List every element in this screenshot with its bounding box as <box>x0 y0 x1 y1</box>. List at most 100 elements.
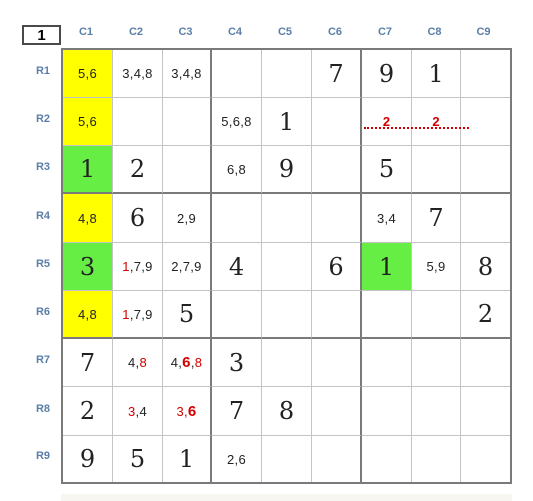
sudoku-cell-r8c8[interactable] <box>412 387 461 436</box>
sudoku-cell-r4c2[interactable]: 6 <box>113 194 163 243</box>
sudoku-cell-r6c2[interactable]: 1,7,9 <box>113 291 163 339</box>
col-header: C3 <box>178 26 193 38</box>
sudoku-cell-r9c2[interactable]: 5 <box>113 436 163 482</box>
given-digit: 7 <box>79 348 96 377</box>
sudoku-cell-r4c9[interactable] <box>461 194 510 243</box>
sudoku-cell-r4c3[interactable]: 2,9 <box>163 194 212 243</box>
sudoku-cell-r9c6[interactable] <box>312 436 362 482</box>
sudoku-cell-r5c6[interactable]: 6 <box>312 243 362 291</box>
sudoku-cell-r2c7[interactable]: 2 <box>362 98 412 146</box>
sudoku-cell-r2c1[interactable]: 5,6 <box>63 98 113 146</box>
sudoku-cell-r4c6[interactable] <box>312 194 362 243</box>
sudoku-cell-r6c9[interactable]: 2 <box>461 291 510 339</box>
puzzle-number-box: 1 <box>22 25 61 45</box>
sudoku-cell-r7c2[interactable]: 4,8 <box>113 339 163 387</box>
sudoku-cell-r3c9[interactable] <box>461 146 510 194</box>
sudoku-cell-r8c5[interactable]: 8 <box>262 387 312 436</box>
sudoku-cell-r1c6[interactable]: 7 <box>312 50 362 98</box>
sudoku-cell-r6c5[interactable] <box>262 291 312 339</box>
sudoku-cell-r2c4[interactable]: 5,6,8 <box>212 98 262 146</box>
sudoku-cell-r3c3[interactable] <box>163 146 212 194</box>
sudoku-cell-r6c4[interactable] <box>212 291 262 339</box>
sudoku-cell-r3c1[interactable]: 1 <box>63 146 113 194</box>
sudoku-cell-r2c3[interactable] <box>163 98 212 146</box>
sudoku-cell-r3c5[interactable]: 9 <box>262 146 312 194</box>
sudoku-cell-r9c4[interactable]: 2,6 <box>212 436 262 482</box>
row-header: R6 <box>35 306 51 318</box>
sudoku-cell-r8c9[interactable] <box>461 387 510 436</box>
sudoku-cell-r2c9[interactable] <box>461 98 510 146</box>
sudoku-cell-r4c1[interactable]: 4,8 <box>63 194 113 243</box>
sudoku-cell-r7c5[interactable] <box>262 339 312 387</box>
candidate-link-line <box>364 127 469 129</box>
sudoku-cell-r6c7[interactable] <box>362 291 412 339</box>
sudoku-cell-r3c8[interactable] <box>412 146 461 194</box>
col-header: C5 <box>277 26 293 38</box>
candidate-part: ,7,9 <box>129 306 153 322</box>
sudoku-cell-r6c1[interactable]: 4,8 <box>63 291 113 339</box>
sudoku-cell-r9c7[interactable] <box>362 436 412 482</box>
sudoku-cell-r4c7[interactable]: 3,4 <box>362 194 412 243</box>
candidates: 4,8 <box>78 210 97 226</box>
candidates: 3,6 <box>176 403 196 420</box>
row-header: R2 <box>35 113 51 125</box>
sudoku-cell-r1c2[interactable]: 3,4,8 <box>113 50 163 98</box>
sudoku-cell-r7c6[interactable] <box>312 339 362 387</box>
sudoku-cell-r5c8[interactable]: 5,9 <box>412 243 461 291</box>
sudoku-cell-r1c9[interactable] <box>461 50 510 98</box>
sudoku-cell-r1c8[interactable]: 1 <box>412 50 461 98</box>
sudoku-cell-r5c4[interactable]: 4 <box>212 243 262 291</box>
sudoku-cell-r6c3[interactable]: 5 <box>163 291 212 339</box>
sudoku-cell-r1c5[interactable] <box>262 50 312 98</box>
sudoku-cell-r5c9[interactable]: 8 <box>461 243 510 291</box>
sudoku-cell-r3c4[interactable]: 6,8 <box>212 146 262 194</box>
given-digit: 6 <box>129 204 146 232</box>
sudoku-cell-r7c4[interactable]: 3 <box>212 339 262 387</box>
sudoku-cell-r7c1[interactable]: 7 <box>63 339 113 387</box>
given-digit: 8 <box>278 397 295 425</box>
given-digit: 7 <box>328 59 344 88</box>
given-digit: 1 <box>428 59 444 88</box>
sudoku-cell-r3c7[interactable]: 5 <box>362 146 412 194</box>
sudoku-cell-r5c3[interactable]: 2,7,9 <box>163 243 212 291</box>
sudoku-cell-r9c9[interactable] <box>461 436 510 482</box>
given-digit: 3 <box>228 348 245 377</box>
sudoku-cell-r7c9[interactable] <box>461 339 510 387</box>
given-digit: 1 <box>178 445 195 473</box>
sudoku-cell-r2c6[interactable] <box>312 98 362 146</box>
sudoku-cell-r1c4[interactable] <box>212 50 262 98</box>
sudoku-cell-r1c1[interactable]: 5,6 <box>63 50 113 98</box>
sudoku-cell-r3c6[interactable] <box>312 146 362 194</box>
sudoku-cell-r8c2[interactable]: 3,4 <box>113 387 163 436</box>
sudoku-cell-r8c6[interactable] <box>312 387 362 436</box>
sudoku-cell-r6c8[interactable] <box>412 291 461 339</box>
candidates: 2,6 <box>227 451 246 467</box>
sudoku-cell-r6c6[interactable] <box>312 291 362 339</box>
given-digit: 7 <box>428 204 444 232</box>
sudoku-cell-r5c2[interactable]: 1,7,9 <box>113 243 163 291</box>
sudoku-cell-r9c1[interactable]: 9 <box>63 436 113 482</box>
sudoku-cell-r1c3[interactable]: 3,4,8 <box>163 50 212 98</box>
sudoku-cell-r9c5[interactable] <box>262 436 312 482</box>
sudoku-cell-r8c7[interactable] <box>362 387 412 436</box>
sudoku-cell-r8c1[interactable]: 2 <box>63 387 113 436</box>
sudoku-cell-r3c2[interactable]: 2 <box>113 146 163 194</box>
sudoku-cell-r2c5[interactable]: 1 <box>262 98 312 146</box>
sudoku-cell-r7c8[interactable] <box>412 339 461 387</box>
sudoku-cell-r2c8[interactable]: 2 <box>412 98 461 146</box>
sudoku-cell-r2c2[interactable] <box>113 98 163 146</box>
sudoku-cell-r4c4[interactable] <box>212 194 262 243</box>
sudoku-cell-r4c8[interactable]: 7 <box>412 194 461 243</box>
sudoku-cell-r7c7[interactable] <box>362 339 412 387</box>
sudoku-cell-r4c5[interactable] <box>262 194 312 243</box>
sudoku-cell-r1c7[interactable]: 9 <box>362 50 412 98</box>
sudoku-cell-r8c4[interactable]: 7 <box>212 387 262 436</box>
sudoku-cell-r5c5[interactable] <box>262 243 312 291</box>
sudoku-cell-r5c1[interactable]: 3 <box>63 243 113 291</box>
sudoku-cell-r9c3[interactable]: 1 <box>163 436 212 482</box>
sudoku-cell-r5c7[interactable]: 1 <box>362 243 412 291</box>
sudoku-cell-r7c3[interactable]: 4,6,8 <box>163 339 212 387</box>
sudoku-cell-r8c3[interactable]: 3,6 <box>163 387 212 436</box>
given-digit: 2 <box>477 300 494 328</box>
sudoku-cell-r9c8[interactable] <box>412 436 461 482</box>
